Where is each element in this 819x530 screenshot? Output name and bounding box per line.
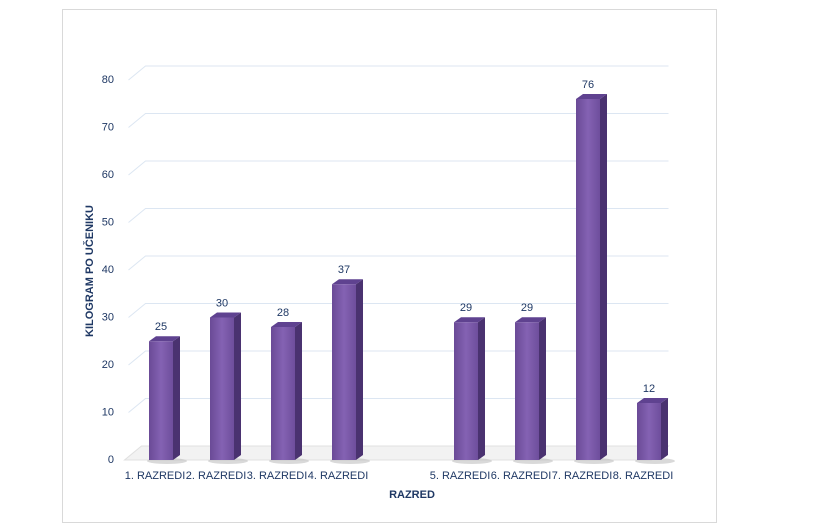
bar [210,312,241,460]
value-label: 29 [521,302,533,314]
bar-front [271,327,295,460]
x-tick-label: 8. RAZREDI [613,470,674,482]
value-label: 25 [155,321,167,333]
y-tick-label: 10 [102,406,114,418]
y-tick-label: 30 [102,311,114,323]
y-tick-label: 20 [102,359,114,371]
bar-side [539,317,546,460]
grid-line [128,65,669,81]
bar [149,336,180,460]
value-label: 12 [643,383,655,395]
y-tick-label: 40 [102,264,114,276]
grid-line [128,113,669,128]
bar [637,398,668,460]
y-tick-label: 0 [108,454,114,466]
grid-line [128,398,669,413]
bar-front [515,322,539,460]
bar [332,279,363,460]
x-tick-label: 6. RAZREDI [491,470,552,482]
bar-front [637,403,661,460]
x-tick-label: 3. RAZREDI [247,470,308,482]
x-axis-title: RAZRED [389,489,435,501]
x-tick-label: 5. RAZREDI [430,470,491,482]
bar-side [600,94,607,460]
bar-front [210,317,234,460]
value-label: 28 [277,307,289,319]
x-tick-label: 2. RAZREDI [186,470,247,482]
y-tick-label: 60 [102,169,114,181]
value-label: 30 [216,297,228,309]
bar-side [173,336,180,460]
bar-front [454,322,478,460]
bar-front [149,341,173,460]
bar-top [637,398,668,403]
grid-line [128,255,669,271]
bar-side [234,312,241,460]
y-tick-label: 70 [102,121,114,133]
bar-top [515,317,546,323]
bar-top [210,312,241,318]
x-tick-label: 1. RAZREDI [125,470,186,482]
bar-top [149,336,180,342]
bar-side [478,317,485,460]
bar [576,94,607,460]
grid-line [128,160,669,176]
bar [515,317,546,460]
value-label: 76 [582,79,594,91]
grid-line [128,208,669,223]
bar-top [454,317,485,323]
bar-side [295,322,302,460]
y-axis-title: KILOGRAM PO UČENIKU [83,205,96,337]
bar-side [661,398,668,460]
bar-top [576,94,607,99]
bar-front [576,99,600,460]
bar-top [332,279,363,285]
x-tick-label: 7. RAZREDI [552,470,613,482]
y-tick-label: 80 [102,74,114,86]
grid-line [128,350,669,366]
value-label: 29 [460,302,472,314]
x-tick-label: 4. RAZREDI [308,470,369,482]
bar [454,317,485,460]
grid-line [128,303,669,318]
value-label: 37 [338,264,350,276]
bar [271,322,302,460]
bar-side [356,279,363,460]
bar-top [271,322,302,327]
bar-front [332,284,356,460]
y-tick-label: 50 [102,216,114,228]
